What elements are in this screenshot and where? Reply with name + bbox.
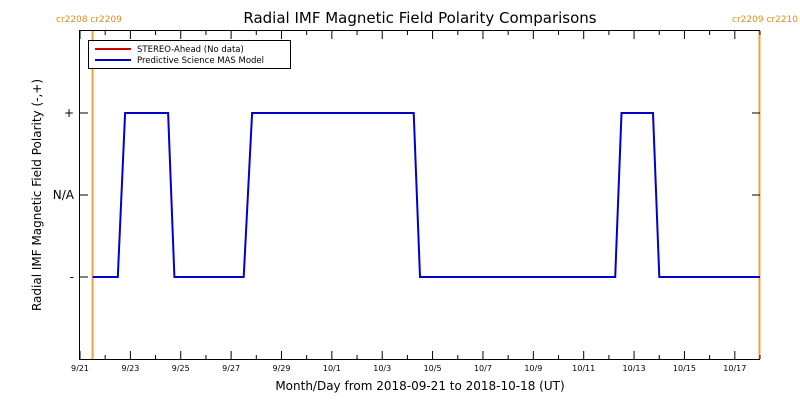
- legend-label-stereo: STEREO-Ahead (No data): [137, 45, 244, 55]
- x-tick-label: 10/11: [572, 364, 595, 373]
- legend-label-mas-model: Predictive Science MAS Model: [137, 56, 264, 66]
- x-axis: 9/21 9/23 9/25 9/27 9/29 10/1 10/3 10/5 10/7 10/9…: [71, 31, 761, 373]
- carrington-right-label: cr2209 cr2210: [732, 15, 798, 25]
- x-tick-label: 9/25: [172, 364, 190, 373]
- chart-title: Radial IMF Magnetic Field Polarity Compa…: [243, 9, 596, 27]
- carrington-rotation-lines: [91, 31, 761, 359]
- x-tick-label: 10/5: [424, 364, 442, 373]
- series-group: [92, 112, 760, 278]
- y-tick-label: +: [64, 106, 74, 120]
- y-axis: - N/A +: [53, 106, 760, 284]
- x-tick-label: 9/27: [222, 364, 240, 373]
- legend-box: [88, 40, 291, 69]
- plot-frame: [79, 30, 760, 360]
- series-line-1: [92, 112, 760, 278]
- x-tick-label: 9/23: [121, 364, 139, 373]
- x-tick-label: 10/15: [673, 364, 696, 373]
- x-tick-label: 10/1: [323, 364, 341, 373]
- x-tick-label: 9/21: [71, 364, 89, 373]
- plot-area: [79, 30, 760, 360]
- x-tick-label: 10/7: [474, 364, 492, 373]
- x-tick-label: 10/17: [723, 364, 746, 373]
- x-tick-label: 10/3: [373, 364, 391, 373]
- legend: STEREO-Ahead (No data) Predictive Scienc…: [88, 40, 291, 69]
- y-tick-label: -: [70, 270, 74, 284]
- x-tick-label: 9/29: [272, 364, 290, 373]
- y-tick-label: N/A: [53, 188, 75, 202]
- x-tick-label: 10/9: [524, 364, 542, 373]
- x-axis-label: Month/Day from 2018-09-21 to 2018-10-18 …: [275, 379, 564, 393]
- x-tick-label: 10/13: [623, 364, 646, 373]
- carrington-left-label: cr2208 cr2209: [56, 15, 122, 25]
- y-axis-label: Radial IMF Magnetic Field Polarity (-,+): [30, 79, 44, 311]
